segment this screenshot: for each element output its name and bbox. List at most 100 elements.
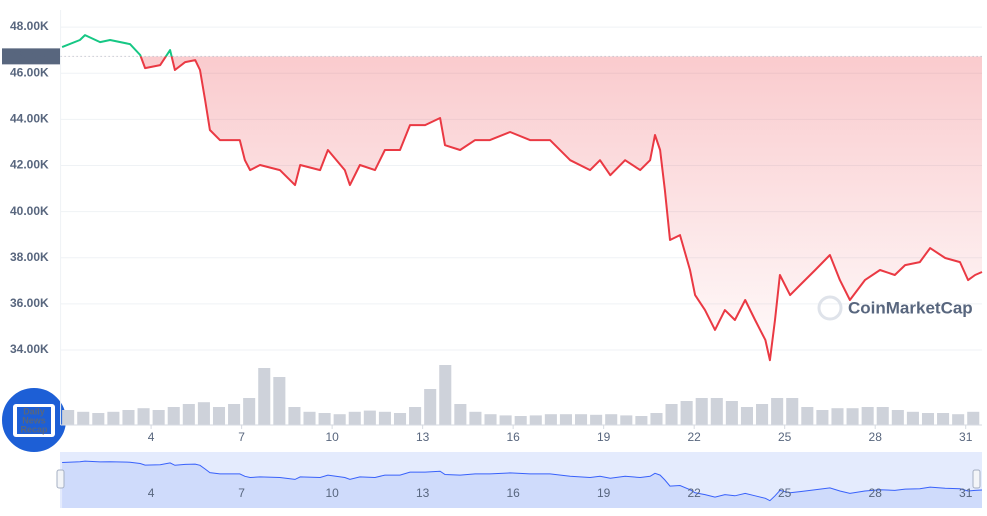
volume-bar: [514, 416, 527, 425]
x-tick-label: 19: [597, 430, 611, 444]
navigator-tick-label: 31: [959, 486, 973, 500]
volume-bar: [62, 410, 75, 425]
volume-bar: [288, 407, 301, 425]
volume-bar: [469, 411, 482, 425]
volume-bar: [861, 407, 874, 425]
volume-bar: [876, 407, 889, 425]
volume-bar: [409, 407, 422, 425]
y-tick-label: 44.00K: [10, 112, 49, 126]
volume-bar: [740, 407, 754, 425]
x-tick-label: 22: [687, 430, 701, 444]
volume-bar: [590, 414, 603, 425]
volume-bar: [152, 410, 165, 425]
volume-bar: [107, 411, 120, 425]
volume-bar: [816, 410, 829, 425]
navigator-line: [62, 460, 983, 502]
navigator-tick-label: 19: [597, 486, 611, 500]
volume-bar: [891, 410, 904, 425]
volume-bar: [771, 398, 784, 425]
volume-bar: [499, 415, 512, 425]
volume-bar: [122, 410, 135, 425]
volume-bar: [575, 414, 588, 425]
volume-bar: [921, 413, 935, 425]
x-tick-label: 7: [238, 430, 245, 444]
volume-bar: [786, 398, 799, 425]
volume-bar: [650, 413, 663, 425]
logo-text: Daily: [23, 406, 45, 416]
volume-bar: [620, 415, 633, 425]
volume-bar: [167, 407, 180, 425]
x-tick-label: 10: [325, 430, 339, 444]
volume-bar: [484, 414, 497, 425]
navigator-tick-label: 13: [416, 486, 430, 500]
price-area: [62, 56, 982, 361]
volume-bar: [635, 416, 648, 425]
navigator-handle[interactable]: [972, 469, 981, 489]
navigator-handle[interactable]: [56, 469, 65, 489]
volume-bar: [665, 404, 678, 425]
volume-bar: [303, 411, 316, 425]
navigator-tick-label: 16: [506, 486, 520, 500]
volume-bar: [952, 414, 965, 425]
volume-bar: [831, 408, 844, 425]
navigator-tick-label: 28: [869, 486, 883, 500]
navigator-tick-label: 10: [325, 486, 339, 500]
volume-bar: [137, 408, 150, 425]
volume-bar: [318, 413, 331, 425]
volume-bar: [937, 413, 950, 425]
baseline-label: 46.73K: [12, 49, 51, 63]
x-tick-label: 25: [778, 430, 792, 444]
volume-bar: [197, 402, 210, 425]
navigator-tick-label: 4: [148, 486, 155, 500]
volume-bar: [695, 398, 708, 425]
y-tick-label: 40.00K: [10, 204, 49, 218]
x-tick-label: 4: [148, 430, 155, 444]
volume-bar: [725, 401, 738, 425]
volume-bar: [605, 414, 618, 425]
y-tick-label: 36.00K: [10, 296, 49, 310]
volume-bar: [258, 368, 271, 425]
watermark-icon: [817, 295, 843, 321]
navigator-tick-label: 7: [238, 486, 245, 500]
watermark: CoinMarketCap: [848, 298, 973, 317]
volume-bar: [846, 408, 859, 425]
volume-bar: [544, 414, 557, 425]
volume-bar: [378, 411, 391, 425]
navigator-tick-label: 22: [687, 486, 701, 500]
x-tick-label: 28: [869, 430, 883, 444]
price-line: [61, 34, 983, 362]
volume-bar: [333, 414, 346, 425]
volume-bar: [348, 411, 361, 425]
volume-bar: [559, 414, 572, 425]
volume-bar: [967, 411, 980, 425]
volume-bar: [212, 407, 226, 425]
volume-bar: [906, 411, 919, 425]
volume-bar: [529, 415, 542, 425]
volume-bar: [243, 398, 256, 425]
volume-bar: [439, 365, 452, 425]
volume-bar: [801, 407, 814, 425]
volume-bar: [77, 411, 90, 425]
volume-bar: [710, 398, 723, 425]
y-tick-label: 34.00K: [10, 342, 49, 356]
volume-bar: [756, 404, 769, 425]
x-tick-label: 13: [416, 430, 430, 444]
y-tick-label: 42.00K: [10, 158, 49, 172]
y-tick-label: 38.00K: [10, 250, 49, 264]
volume-bar: [454, 404, 467, 425]
volume-bar: [680, 401, 693, 425]
logo-text: News: [22, 415, 46, 425]
volume-bar: [363, 410, 376, 425]
volume-bar: [228, 404, 241, 425]
volume-bar: [273, 377, 286, 425]
logo-text: Recap: [20, 424, 48, 434]
baseline-label-bg: [2, 48, 60, 65]
y-tick-label: 46.00K: [10, 65, 49, 79]
volume-bar: [182, 404, 195, 425]
y-tick-label: 48.00K: [10, 19, 49, 33]
navigator-tick-label: 25: [778, 486, 792, 500]
navigator-area: [62, 461, 983, 508]
x-tick-label: 16: [506, 430, 520, 444]
